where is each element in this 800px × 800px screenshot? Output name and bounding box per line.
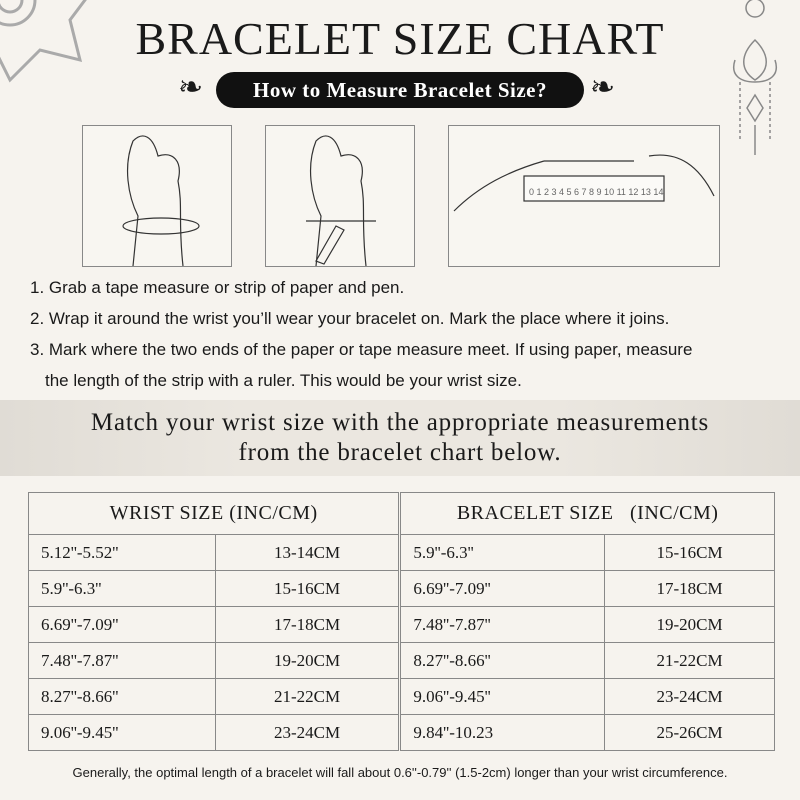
bracelet-size-header: BRACELET SIZE (INC/CM)	[398, 492, 775, 535]
bracelet-cm-cell: 19-20CM	[604, 606, 775, 643]
wrist-cm-cell: 15-16CM	[214, 570, 401, 607]
table-header: WRIST SIZE (INC/CM) BRACELET SIZE (INC/C…	[27, 492, 775, 535]
wrist-cm-cell: 17-18CM	[214, 606, 401, 643]
match-line-2: from the bracelet chart below.	[238, 439, 562, 466]
bracelet-cm-cell: 17-18CM	[604, 570, 775, 607]
step-2: 2. Wrap it around the wrist you’ll wear …	[30, 309, 670, 328]
bracelet-cm-cell: 15-16CM	[604, 534, 775, 571]
ruler-measure-icon: 0 1 2 3 4 5 6 7 8 9 10 11 12 13 14	[453, 154, 715, 212]
ruler-numbers: 0 1 2 3 4 5 6 7 8 9 10 11 12 13 14	[529, 187, 663, 197]
step-3: 3. Mark where the two ends of the paper …	[30, 340, 693, 359]
step-3-illustration: 0 1 2 3 4 5 6 7 8 9 10 11 12 13 14	[448, 125, 720, 267]
size-table: WRIST SIZE (INC/CM) BRACELET SIZE (INC/C…	[27, 492, 775, 751]
hand-wrap-icon	[122, 135, 200, 267]
table-row: 6.69''-7.09'' 17-18CM 7.48''-7.87'' 19-20CM	[28, 606, 775, 643]
table-row: 9.06''-9.45'' 23-24CM 9.84''-10.23 25-26CM	[28, 714, 775, 751]
bracelet-cm-cell: 23-24CM	[604, 678, 775, 715]
right-flourish-icon: ❧	[590, 70, 616, 105]
wrist-inch-cell: 9.06''-9.45''	[28, 714, 216, 751]
wrist-inch-cell: 8.27''-8.66''	[28, 678, 216, 715]
bracelet-inch-cell: 6.69''-7.09''	[398, 570, 606, 607]
wrist-cm-cell: 19-20CM	[214, 642, 401, 679]
match-banner: Match your wrist size with the appropria…	[0, 400, 800, 476]
instructions: 1. Grab a tape measure or strip of paper…	[30, 272, 692, 396]
bracelet-inch-cell: 9.06''-9.45''	[398, 678, 606, 715]
bracelet-inch-cell: 7.48''-7.87''	[398, 606, 606, 643]
bracelet-cm-cell: 25-26CM	[604, 714, 775, 751]
footer-note: Generally, the optimal length of a brace…	[72, 765, 728, 780]
match-line-1: Match your wrist size with the appropria…	[90, 409, 710, 436]
subtitle-banner: How to Measure Bracelet Size?	[216, 72, 584, 108]
wrist-inch-cell: 5.12''-5.52''	[28, 534, 216, 571]
wrist-inch-cell: 5.9''-6.3''	[28, 570, 216, 607]
table-row: 8.27''-8.66'' 21-22CM 9.06''-9.45'' 23-24CM	[28, 678, 775, 715]
wrist-size-header: WRIST SIZE (INC/CM)	[27, 492, 401, 535]
wrist-inch-cell: 6.69''-7.09''	[28, 606, 216, 643]
bracelet-inch-cell: 9.84''-10.23	[398, 714, 606, 751]
wrist-cm-cell: 21-22CM	[214, 678, 401, 715]
step-2-illustration	[265, 125, 415, 267]
lotus-pendant-icon	[733, 0, 777, 155]
table-row: 7.48''-7.87'' 19-20CM 8.27''-8.66'' 21-22CM	[28, 642, 775, 679]
table-row: 5.12''-5.52'' 13-14CM 5.9''-6.3'' 15-16CM	[28, 534, 775, 571]
step-1-illustration	[82, 125, 232, 267]
bracelet-inch-cell: 8.27''-8.66''	[398, 642, 606, 679]
table-row: 5.9''-6.3'' 15-16CM 6.69''-7.09'' 17-18CM	[28, 570, 775, 607]
hand-mark-icon	[306, 135, 376, 267]
wrist-cm-cell: 13-14CM	[214, 534, 401, 571]
left-flourish-icon: ❧	[178, 70, 204, 105]
wrist-cm-cell: 23-24CM	[214, 714, 401, 751]
bracelet-cm-cell: 21-22CM	[604, 642, 775, 679]
wrist-inch-cell: 7.48''-7.87''	[28, 642, 216, 679]
page-title: BRACELET SIZE CHART	[135, 13, 665, 64]
step-3-cont: the length of the strip with a ruler. Th…	[45, 371, 522, 390]
mandala-flower-icon	[0, 0, 87, 83]
step-1: 1. Grab a tape measure or strip of paper…	[30, 278, 405, 297]
bracelet-inch-cell: 5.9''-6.3''	[398, 534, 606, 571]
